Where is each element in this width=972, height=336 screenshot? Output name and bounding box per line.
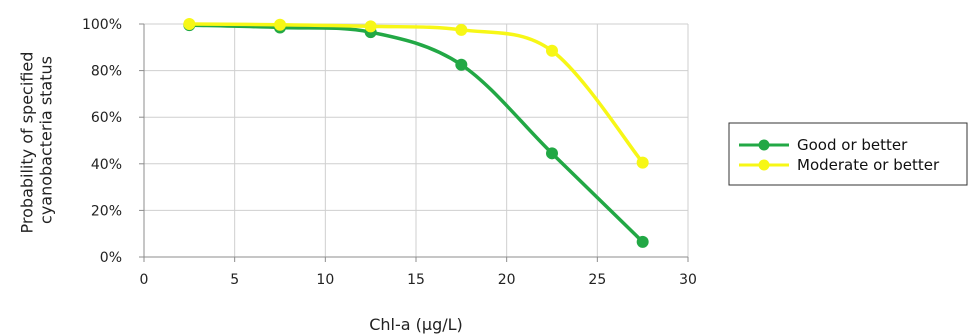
x-tick-label: 15 (407, 272, 425, 288)
y-tick-label: 60% (91, 110, 122, 126)
data-point (636, 156, 649, 169)
y-tick-label: 20% (91, 203, 122, 219)
x-tick-label: 10 (316, 272, 334, 288)
y-axis-title-line: cyanobacteria status (37, 56, 56, 224)
legend-marker-dot (758, 139, 770, 151)
y-tick-label: 40% (91, 157, 122, 173)
x-axis-title: Chl-a (µg/L) (369, 315, 463, 334)
legend-label-good-or-better: Good or better (797, 136, 908, 154)
data-point (455, 23, 468, 36)
data-point (274, 18, 286, 31)
y-axis-title: Probability of specified cyanobacteria s… (17, 47, 55, 234)
y-axis-title-line: Probability of specified (17, 52, 36, 234)
tick-labels: 0 5 10 15 20 25 30 0% 20% 40% 60% 80% 100% (82, 17, 697, 288)
x-tick-label: 30 (679, 272, 697, 288)
data-point (364, 20, 377, 33)
legend: Good or better Moderate or better (728, 122, 968, 186)
data-point (636, 235, 649, 248)
legend-label-moderate-or-better: Moderate or better (797, 156, 940, 174)
legend-marker-dot (758, 159, 770, 171)
data-point (546, 44, 558, 57)
x-tick-label: 5 (230, 272, 239, 288)
axes (139, 23, 689, 262)
x-tick-label: 20 (498, 272, 516, 288)
data-point (455, 58, 468, 71)
y-tick-label: 100% (82, 17, 122, 33)
x-tick-label: 25 (588, 272, 606, 288)
series (183, 18, 649, 248)
legend-box (728, 122, 968, 186)
x-tick-label: 0 (140, 272, 149, 288)
y-tick-label: 80% (91, 64, 122, 80)
series-1 (183, 18, 649, 169)
data-point (183, 18, 196, 30)
y-tick-label: 0% (100, 250, 122, 266)
data-point (546, 147, 558, 160)
